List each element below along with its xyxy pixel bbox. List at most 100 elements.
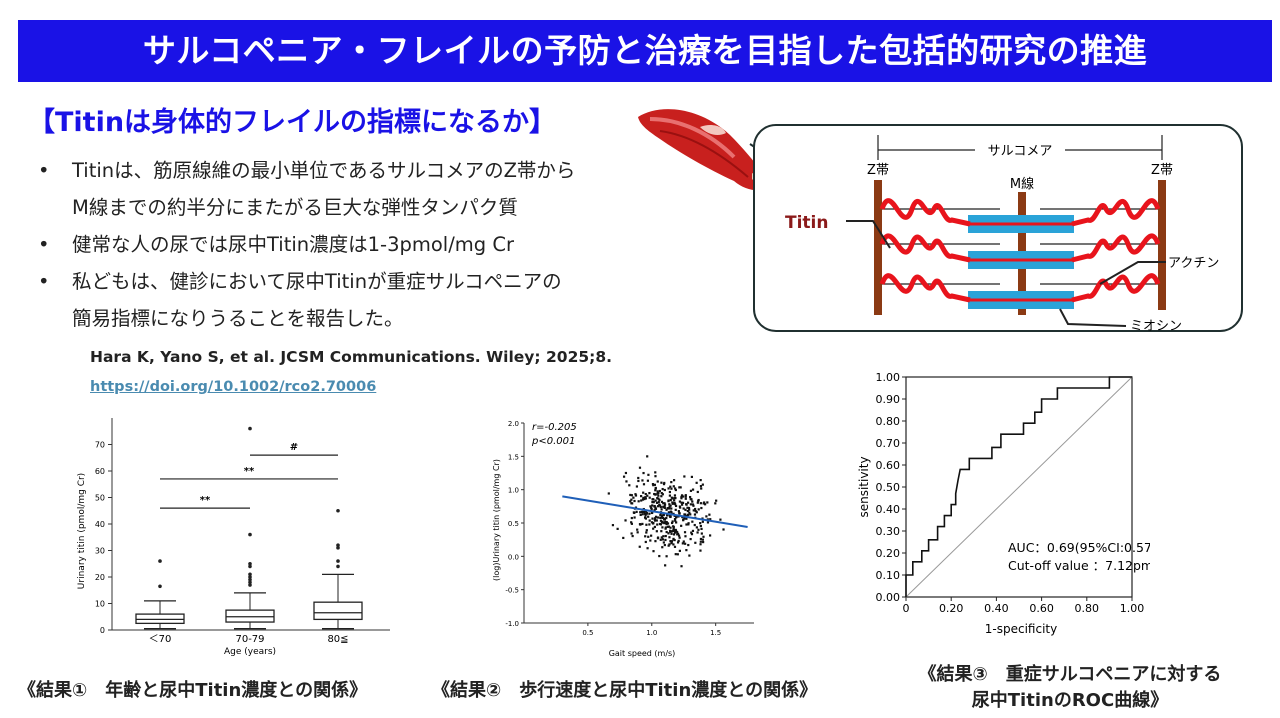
bullet-dot: • <box>38 270 50 293</box>
scatter-point <box>648 496 651 499</box>
titin-label: Titin <box>785 213 828 233</box>
outlier-point <box>248 580 252 585</box>
x-tick-label: 1.5 <box>710 629 721 637</box>
scatter-point <box>670 542 673 545</box>
outlier-point <box>248 532 252 537</box>
y-tick-label: 0.50 <box>876 481 901 494</box>
scatter-point <box>630 532 633 535</box>
scatter-point <box>656 516 660 519</box>
scatter-point <box>666 514 669 517</box>
scatter-point <box>699 502 702 505</box>
scatter-point <box>658 554 661 558</box>
bullet-item: • 健常な人の尿では尿中Titin濃度は1-3pmol/mg Cr <box>38 226 628 263</box>
scatter-point <box>678 505 681 508</box>
scatter-point <box>631 502 634 505</box>
z-band-label-left: Z帯 <box>867 163 889 178</box>
significance-mark: # <box>290 442 298 453</box>
scatter-point <box>654 499 657 502</box>
scatter-point <box>656 490 659 493</box>
scatter-point <box>704 503 707 506</box>
scatter-point <box>699 522 702 525</box>
scatter-point <box>631 534 634 538</box>
scatter-point <box>668 490 672 494</box>
scatter-point <box>644 514 647 517</box>
outlier-point <box>248 575 252 579</box>
scatter-point <box>658 503 661 506</box>
y-tick-label: 0.00 <box>876 591 901 604</box>
stat-r: r=-0.205 <box>532 422 577 433</box>
scatter-point <box>642 483 646 486</box>
scatter-point <box>687 523 690 526</box>
scatter-point <box>700 487 703 490</box>
scatter-point <box>643 512 646 515</box>
scatter-point <box>662 541 665 544</box>
scatter-point <box>663 517 666 520</box>
scatter-point <box>654 493 657 496</box>
scatter-point <box>664 564 667 567</box>
scatter-point <box>656 497 659 500</box>
sarcomere-label: サルコメア <box>988 144 1053 159</box>
scatter-point <box>659 516 662 519</box>
scatter-point <box>635 510 638 513</box>
scatter-point <box>686 506 689 509</box>
scatter-point <box>676 532 680 535</box>
scatter-point <box>649 505 652 508</box>
scatter-point <box>669 499 672 502</box>
scatter-point <box>678 486 681 489</box>
x-tick-label: 1.0 <box>646 629 657 637</box>
scatter-point <box>673 538 676 542</box>
scatter-point <box>663 543 666 547</box>
bullet-line: 健常な人の尿では尿中Titin濃度は1-3pmol/mg Cr <box>72 233 514 256</box>
scatter-point <box>660 491 663 495</box>
scatter-point <box>641 479 644 482</box>
scatter-point <box>665 530 668 534</box>
scatter-point <box>706 501 709 504</box>
scatter-point <box>646 479 650 482</box>
scatter-point <box>697 508 700 511</box>
outlier-point <box>158 584 162 589</box>
scatter-point <box>648 512 651 515</box>
scatter-point <box>684 494 687 497</box>
section-title: 【Titinは身体的フレイルの指標になるか】 <box>28 107 557 138</box>
scatter-point <box>660 495 663 498</box>
significance-mark: ** <box>244 466 255 477</box>
y-tick-label: 1.00 <box>876 371 901 384</box>
scatter-point <box>684 495 687 498</box>
scatter-point <box>699 543 702 546</box>
scatter-point <box>670 532 673 535</box>
scatter-point <box>662 502 665 505</box>
scatter-point <box>653 492 656 496</box>
outlier-point <box>248 577 252 582</box>
x-tick-label: 0 <box>903 602 910 615</box>
scatter-point <box>637 479 640 483</box>
significance-mark: ** <box>200 495 211 506</box>
scatter-point <box>702 535 705 538</box>
outlier-point <box>248 426 252 431</box>
scatter-point <box>706 521 710 524</box>
scatter-point <box>665 508 668 511</box>
scatter-point <box>668 536 671 539</box>
scatter-point <box>651 517 654 520</box>
scatter-point <box>678 536 681 539</box>
scatter-point <box>661 487 664 491</box>
scatter-point <box>644 540 647 544</box>
scatter-point <box>650 534 653 537</box>
scatter-point <box>661 526 664 529</box>
doi-link[interactable]: https://doi.org/10.1002/rco2.70006 <box>90 379 377 395</box>
scatter-point <box>657 491 660 495</box>
scatter-point <box>663 522 666 525</box>
scatter-point <box>630 498 633 501</box>
scatter-point <box>697 528 700 531</box>
scatter-point <box>702 540 705 544</box>
scatter-point <box>660 481 663 484</box>
scatter-point <box>687 506 691 510</box>
scatter-point <box>691 500 694 503</box>
scatter-point <box>669 530 672 533</box>
scatter-point <box>688 511 691 514</box>
scatter-point <box>661 514 664 517</box>
scatter-point <box>687 522 690 525</box>
x-tick-label: 1.00 <box>1120 602 1145 615</box>
scatter-point <box>690 531 693 534</box>
scatter-point <box>671 502 674 505</box>
scatter-point <box>668 505 671 508</box>
